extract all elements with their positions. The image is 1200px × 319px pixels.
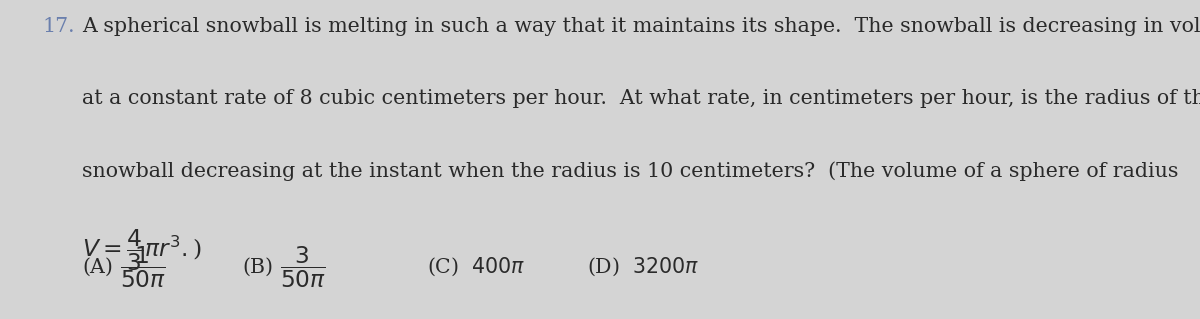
Text: (B): (B) bbox=[242, 257, 274, 277]
Text: $\dfrac{1}{50\pi}$: $\dfrac{1}{50\pi}$ bbox=[120, 244, 166, 290]
Text: A spherical snowball is melting in such a way that it maintains its shape.  The : A spherical snowball is melting in such … bbox=[82, 17, 1200, 36]
Text: (D)  $3200\pi$: (D) $3200\pi$ bbox=[587, 256, 700, 278]
Text: snowball decreasing at the instant when the radius is 10 centimeters?  (The volu: snowball decreasing at the instant when … bbox=[82, 161, 1184, 181]
Text: 17.: 17. bbox=[42, 17, 74, 36]
Text: (C)  $400\pi$: (C) $400\pi$ bbox=[427, 256, 526, 278]
Text: $V = \dfrac{4}{3}\pi r^{3}.$): $V = \dfrac{4}{3}\pi r^{3}.$) bbox=[82, 228, 202, 273]
Text: (A): (A) bbox=[82, 257, 113, 277]
Text: at a constant rate of 8 cubic centimeters per hour.  At what rate, in centimeter: at a constant rate of 8 cubic centimeter… bbox=[82, 89, 1200, 108]
Text: $\dfrac{3}{50\pi}$: $\dfrac{3}{50\pi}$ bbox=[280, 244, 326, 290]
